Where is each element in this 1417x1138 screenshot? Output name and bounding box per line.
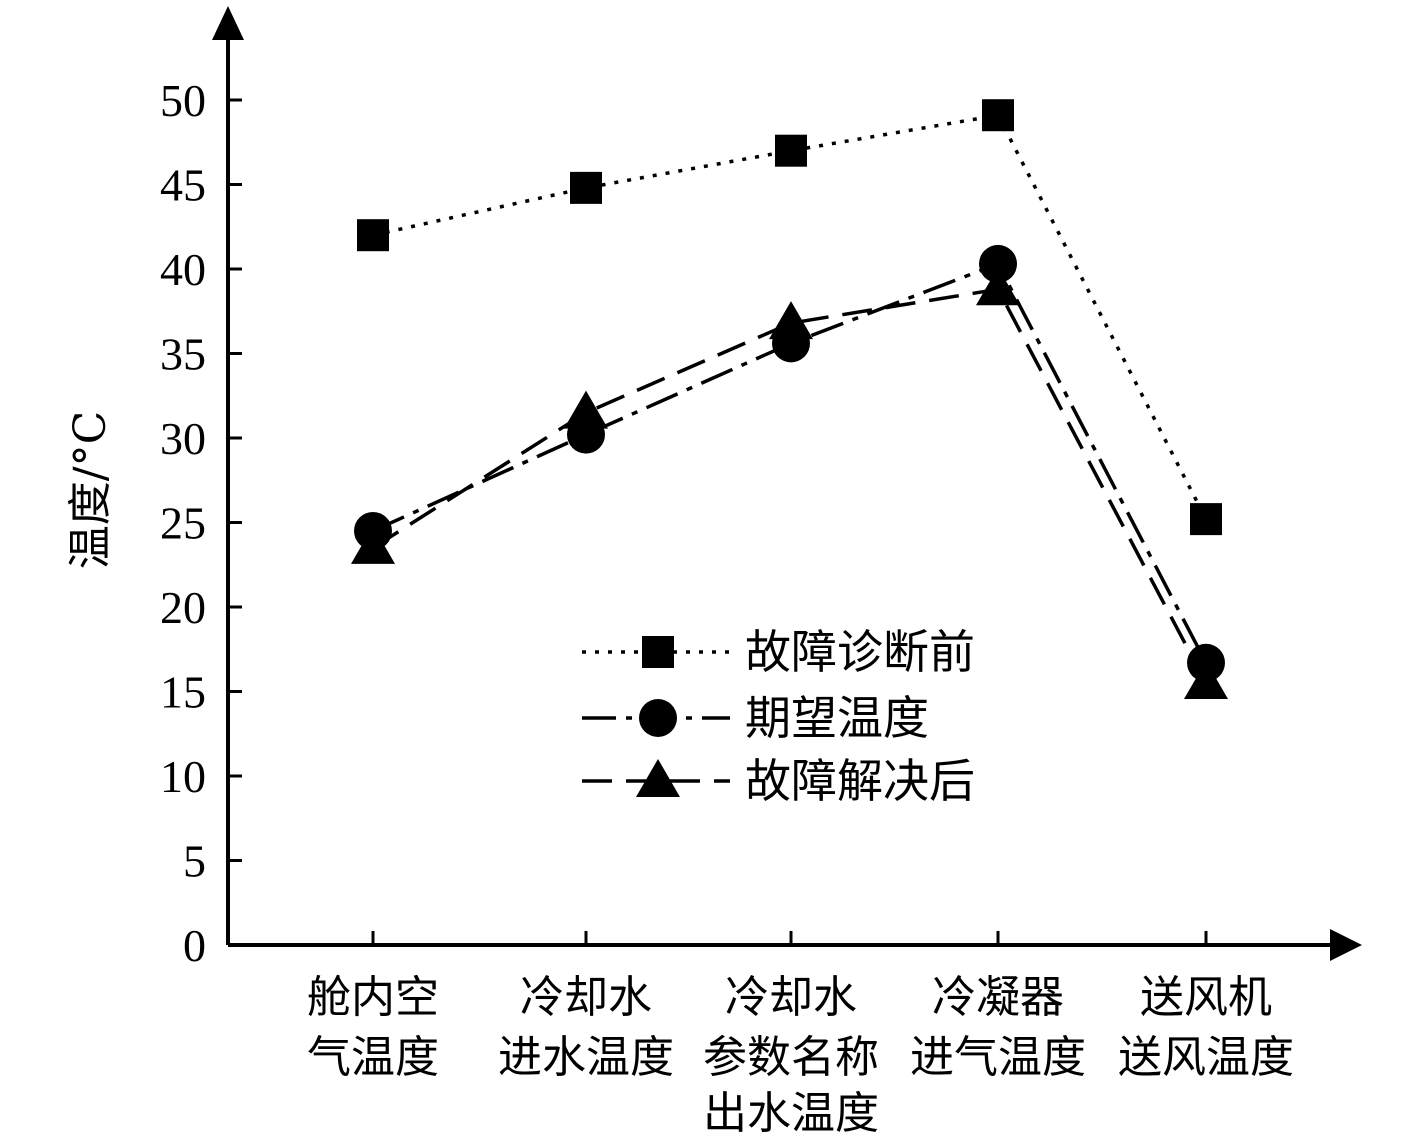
x-category-label: 出水温度 <box>703 1088 879 1138</box>
series-line <box>372 261 1208 664</box>
data-point-triangle <box>351 525 395 564</box>
y-tick-label: 40 <box>160 244 206 295</box>
data-point-triangle <box>769 301 813 340</box>
y-tick-label: 20 <box>160 582 206 633</box>
series-line <box>372 113 1208 520</box>
legend-marker-square <box>642 636 674 668</box>
y-tick-label: 10 <box>160 751 206 802</box>
series-triangle <box>351 267 1228 700</box>
x-category-label: 送风温度 <box>1118 1032 1294 1083</box>
data-point-square <box>982 99 1014 132</box>
x-category-label: 舱内空 <box>307 972 439 1023</box>
legend-marker-circle <box>639 699 677 737</box>
legend-label: 期望温度 <box>745 691 929 745</box>
legend-marker-triangle <box>636 759 680 797</box>
legend-label: 故障解决后 <box>745 754 975 808</box>
series-group <box>351 99 1228 700</box>
data-point-triangle <box>976 267 1020 306</box>
y-tick-label: 45 <box>160 160 206 211</box>
x-category-label: 气温度 <box>307 1032 439 1083</box>
y-axis-label: 温度/°C <box>65 411 116 570</box>
y-tick-label: 0 <box>183 920 206 971</box>
y-ticks: 0 5 10 15 20 25 30 35 40 45 50 <box>160 75 242 971</box>
x-category-label: 冷却水 <box>725 972 857 1023</box>
x-axis-arrow <box>1330 929 1362 961</box>
x-category-label: 进气温度 <box>910 1032 1086 1083</box>
x-category-label: 进水温度 <box>498 1032 674 1083</box>
y-tick-label: 35 <box>160 329 206 380</box>
y-tick-label: 15 <box>160 667 206 718</box>
data-point-square <box>775 134 807 167</box>
axes <box>212 6 1362 961</box>
y-tick-label: 25 <box>160 498 206 549</box>
data-point-triangle <box>564 390 608 429</box>
y-axis-arrow <box>212 6 244 40</box>
data-point-square <box>570 171 602 204</box>
data-point-circle <box>979 244 1017 283</box>
x-category-label: 冷却水 <box>520 972 652 1023</box>
y-tick-label: 30 <box>160 413 206 464</box>
data-point-square <box>357 219 389 252</box>
x-category-label: 送风机 <box>1140 972 1272 1023</box>
y-tick-label: 50 <box>160 75 206 126</box>
x-axis-label: 参数名称 <box>703 1032 879 1083</box>
data-point-square <box>1190 503 1222 536</box>
y-tick-label: 5 <box>183 836 206 887</box>
series-square <box>357 99 1222 536</box>
data-point-triangle <box>1184 661 1228 700</box>
x-category-label: 冷凝器 <box>932 972 1064 1023</box>
legend-label: 故障诊断前 <box>745 625 975 679</box>
